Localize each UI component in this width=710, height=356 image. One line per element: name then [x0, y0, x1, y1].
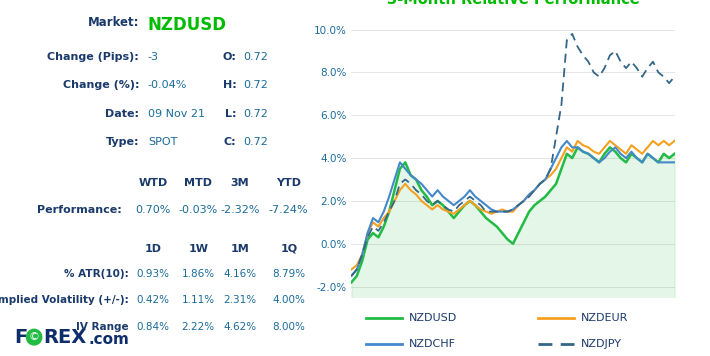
Text: L:: L:: [225, 109, 236, 119]
Text: Type:: Type:: [106, 137, 139, 147]
Text: 0.70%: 0.70%: [136, 205, 171, 215]
Text: Change (%):: Change (%):: [62, 80, 139, 90]
Text: 3M: 3M: [231, 178, 249, 188]
Text: 1W: 1W: [188, 244, 208, 254]
Text: 1D: 1D: [145, 244, 162, 254]
Text: 0.84%: 0.84%: [136, 322, 170, 332]
Text: 2.31%: 2.31%: [224, 295, 256, 305]
Text: 1.86%: 1.86%: [182, 269, 215, 279]
Text: O:: O:: [223, 52, 236, 62]
Text: 0.93%: 0.93%: [136, 269, 170, 279]
Text: WTD: WTD: [138, 178, 168, 188]
Text: NZDEUR: NZDEUR: [581, 313, 628, 323]
Text: 0.72: 0.72: [244, 137, 268, 147]
Text: Date:: Date:: [105, 109, 139, 119]
Text: -3: -3: [148, 52, 159, 62]
Text: NZDUSD: NZDUSD: [409, 313, 457, 323]
Text: 1Q: 1Q: [280, 244, 297, 254]
Text: 0.42%: 0.42%: [136, 295, 170, 305]
Text: .com: .com: [89, 332, 130, 347]
Text: MTD: MTD: [185, 178, 212, 188]
Text: 1.11%: 1.11%: [182, 295, 215, 305]
Circle shape: [26, 329, 42, 345]
Text: NZDJPY: NZDJPY: [581, 339, 622, 349]
Text: Performance:: Performance:: [37, 205, 122, 215]
Text: -0.03%: -0.03%: [179, 205, 218, 215]
Text: 1M: 1M: [231, 244, 249, 254]
Title: 3-Month Relative Performance: 3-Month Relative Performance: [387, 0, 639, 7]
Text: YTD: YTD: [276, 178, 301, 188]
Text: -0.04%: -0.04%: [148, 80, 187, 90]
Text: 4.00%: 4.00%: [273, 295, 305, 305]
Text: 0.72: 0.72: [244, 80, 268, 90]
Text: 4.62%: 4.62%: [224, 322, 256, 332]
Text: NZDCHF: NZDCHF: [409, 339, 456, 349]
Text: 0.72: 0.72: [244, 109, 268, 119]
Text: -7.24%: -7.24%: [269, 205, 309, 215]
Text: Change (Pips):: Change (Pips):: [48, 52, 139, 62]
Text: ©: ©: [28, 333, 40, 342]
Text: 09 Nov 21: 09 Nov 21: [148, 109, 205, 119]
Text: REX: REX: [43, 328, 87, 347]
Text: SPOT: SPOT: [148, 137, 178, 147]
Text: 2.22%: 2.22%: [182, 322, 215, 332]
Text: 0.72: 0.72: [244, 52, 268, 62]
Text: NZDUSD: NZDUSD: [148, 16, 227, 34]
Text: 4.16%: 4.16%: [224, 269, 256, 279]
Text: IV Range: IV Range: [76, 322, 129, 332]
Text: Implied Volatility (+/-):: Implied Volatility (+/-):: [0, 295, 129, 305]
Text: 8.79%: 8.79%: [272, 269, 305, 279]
Text: F: F: [14, 328, 27, 347]
Text: H:: H:: [223, 80, 236, 90]
Text: -2.32%: -2.32%: [220, 205, 260, 215]
Text: % ATR(10):: % ATR(10):: [64, 269, 129, 279]
Text: Market:: Market:: [87, 16, 139, 29]
Text: C:: C:: [224, 137, 236, 147]
Text: 8.00%: 8.00%: [273, 322, 305, 332]
